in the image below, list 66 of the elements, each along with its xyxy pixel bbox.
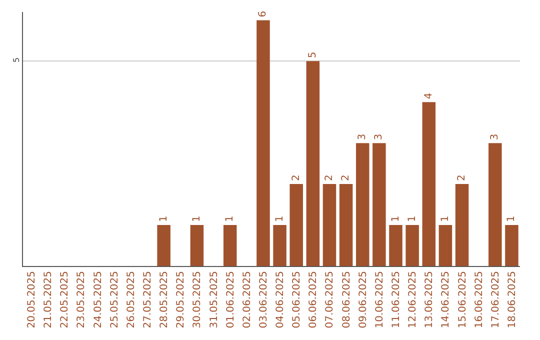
x-tick-label: 01.06.2025 [225,271,236,328]
data-label: 1 [390,216,402,222]
data-label: 1 [506,216,518,222]
bar [339,184,353,266]
x-tick-label: 04.06.2025 [275,271,286,328]
x-tick-label: 24.05.2025 [92,271,104,328]
x-tick-label: 02.06.2025 [242,271,253,328]
x-tick-label: 30.05.2025 [192,271,204,328]
bar [455,184,469,266]
x-tick-label: 08.06.2025 [341,271,352,328]
x-tick-label: 09.06.2025 [358,271,369,328]
data-label: 1 [158,216,170,222]
x-tick-label: 03.06.2025 [258,271,270,328]
data-label: 1 [274,216,286,222]
data-label: 6 [258,10,269,18]
x-tick-label: 15.06.2025 [457,271,468,328]
bar [389,225,402,266]
data-label: 2 [456,174,468,182]
bar [322,184,336,266]
data-label: 3 [374,134,385,140]
x-tick-label: 20.05.2025 [26,271,38,328]
x-tick-label: 14.06.2025 [440,271,452,328]
x-tick-label: 16.06.2025 [474,271,485,328]
x-tick-label: 22.05.2025 [60,271,71,328]
x-tick-label: 29.05.2025 [176,271,187,328]
x-tick-label: 21.05.2025 [43,271,54,328]
x-tick-label: 12.06.2025 [408,271,419,328]
x-tick-label: 31.05.2025 [208,271,220,328]
bar [256,20,270,266]
x-tick-label: 28.05.2025 [159,271,170,328]
bar [488,143,502,266]
bar [356,143,370,266]
bar [290,184,303,266]
x-tick-label: 25.05.2025 [109,271,120,328]
x-tick-label: 13.06.2025 [424,271,436,328]
data-label: 5 [307,52,318,58]
bar [372,143,386,266]
data-label: 1 [406,216,418,222]
bar [157,225,170,266]
bar [505,225,518,266]
x-tick-label: 07.06.2025 [324,271,336,328]
bar [438,225,452,266]
data-label: 4 [423,92,434,100]
x-tick-label: 23.05.2025 [76,271,88,328]
x-tick-label: 11.06.2025 [391,271,402,328]
data-label: 1 [224,216,236,222]
bar [190,225,204,266]
bar [306,61,320,266]
x-tick-label: 05.06.2025 [292,271,303,328]
bar [223,225,237,266]
x-tick-label: 10.06.2025 [374,271,386,328]
x-tick-label: 17.06.2025 [490,271,502,328]
data-label: 2 [324,174,335,182]
bar [422,102,436,266]
data-label: 1 [191,216,202,222]
x-tick-label: 06.06.2025 [308,271,320,328]
x-tick-label: 26.05.2025 [126,271,137,328]
bar [406,225,419,266]
bar [273,225,286,266]
data-label: 2 [290,174,302,182]
data-label: 3 [490,134,501,140]
data-label: 3 [357,134,368,140]
x-tick-label: 27.05.2025 [142,271,154,328]
data-label: 2 [340,174,352,182]
data-label: 1 [440,216,451,222]
x-tick-label: 18.06.2025 [506,271,518,328]
